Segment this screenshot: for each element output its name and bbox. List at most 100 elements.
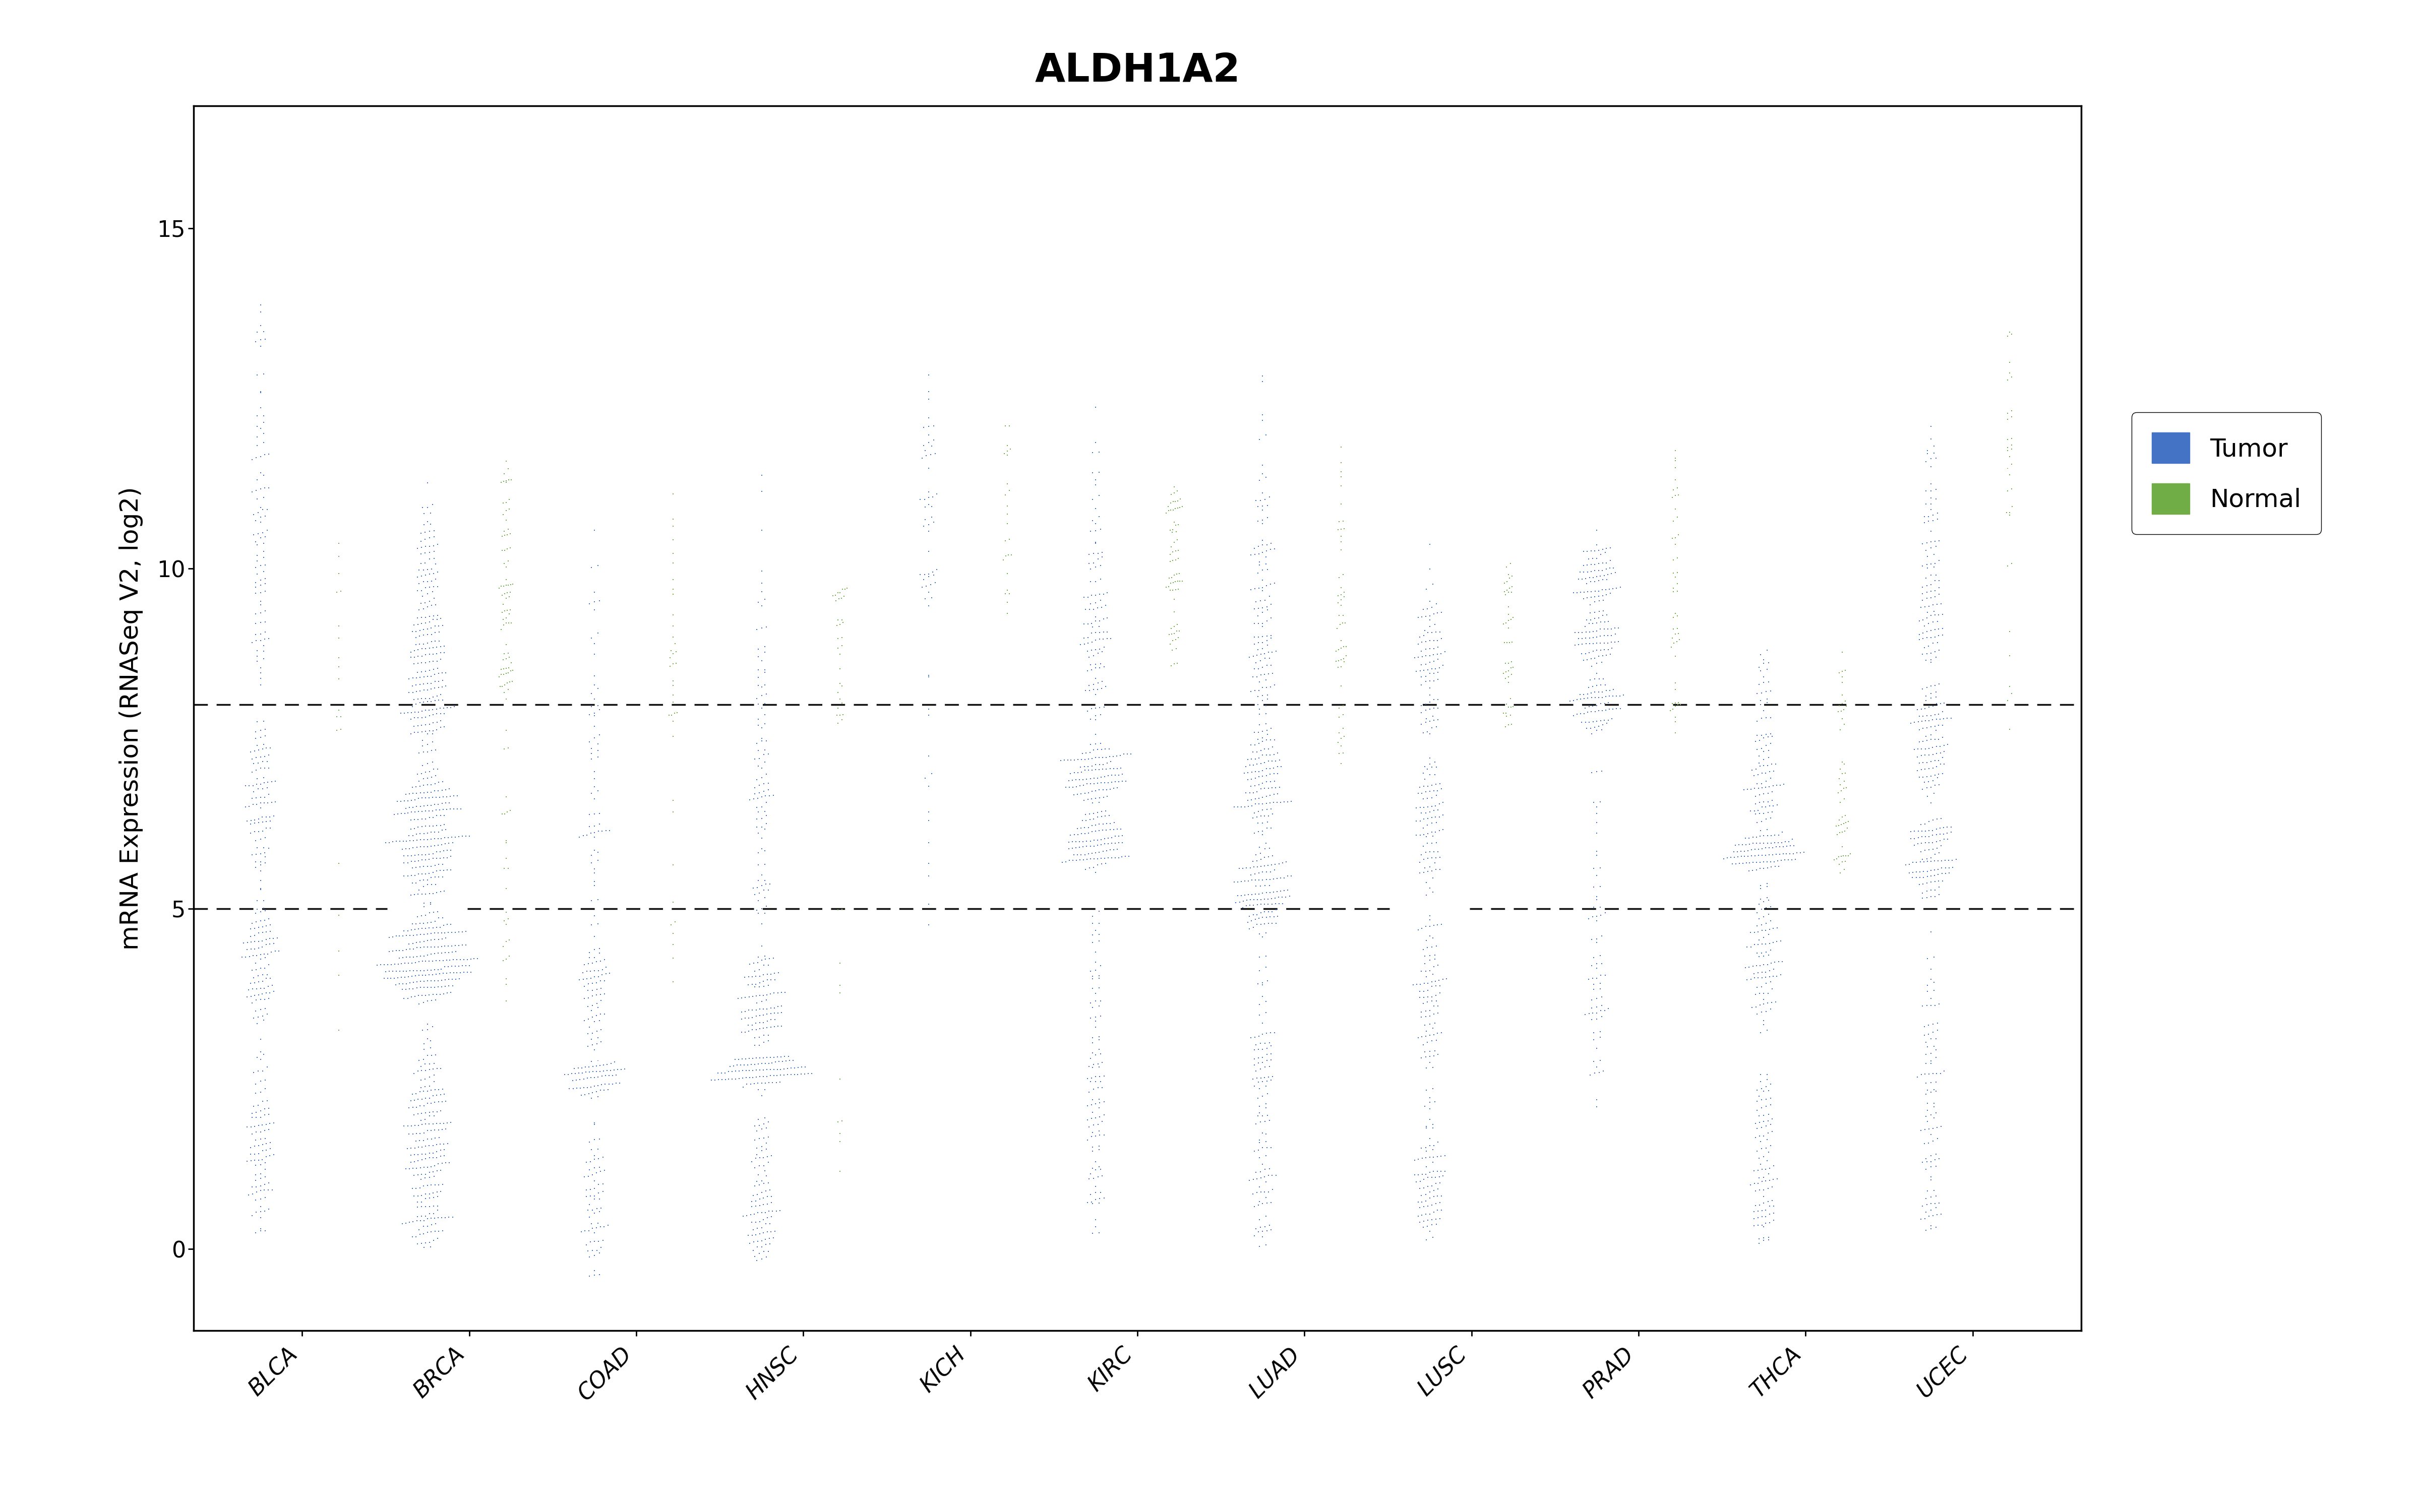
Point: [1907, 859, 1946, 883]
Point: [578, 841, 617, 865]
Point: [1825, 776, 1863, 800]
Point: [1249, 1104, 1287, 1128]
Point: [1723, 851, 1762, 875]
Point: [373, 966, 411, 990]
Point: [414, 1146, 453, 1170]
Point: [482, 674, 520, 699]
Point: [411, 519, 450, 543]
Point: [1246, 860, 1285, 885]
Point: [1907, 1098, 1946, 1122]
Point: [247, 724, 286, 748]
Point: [741, 1016, 779, 1040]
Point: [1423, 626, 1462, 650]
Point: [1563, 587, 1602, 611]
Point: [426, 1089, 465, 1113]
Point: [1769, 830, 1808, 854]
Point: [990, 582, 1028, 606]
Point: [230, 978, 269, 1002]
Point: [1077, 758, 1116, 782]
Point: [905, 487, 944, 511]
Point: [1077, 570, 1116, 594]
Point: [1750, 931, 1788, 956]
Point: [385, 959, 424, 983]
Point: [1241, 738, 1280, 762]
Point: [1077, 1069, 1116, 1093]
Point: [721, 1007, 760, 1031]
Point: [1595, 621, 1634, 646]
Point: [1917, 878, 1955, 903]
Point: [1077, 431, 1116, 455]
Point: [1045, 748, 1084, 773]
Point: [1246, 750, 1285, 774]
Point: [1902, 993, 1941, 1018]
Point: [1590, 683, 1629, 708]
Point: [237, 889, 276, 913]
Point: [319, 963, 358, 987]
Point: [414, 534, 453, 558]
Point: [244, 963, 283, 987]
Point: [581, 1187, 620, 1211]
Point: [1072, 653, 1111, 677]
Point: [419, 779, 457, 803]
Point: [1917, 741, 1955, 765]
Point: [736, 1018, 774, 1042]
Point: [486, 599, 525, 623]
Point: [247, 579, 286, 603]
Point: [581, 801, 620, 826]
Point: [240, 807, 278, 832]
Point: [576, 813, 615, 838]
Point: [1079, 620, 1118, 644]
Point: [421, 962, 460, 986]
Point: [1735, 844, 1774, 868]
Point: [653, 567, 692, 591]
Point: [571, 1244, 610, 1269]
Point: [1655, 691, 1694, 715]
Point: [1493, 655, 1532, 679]
Point: [1077, 841, 1116, 865]
Point: [1931, 820, 1970, 844]
Point: [232, 930, 271, 954]
Point: [1578, 1001, 1617, 1025]
Point: [1067, 1190, 1106, 1214]
Point: [733, 1046, 772, 1070]
Point: [569, 1007, 607, 1031]
Point: [247, 845, 286, 869]
Point: [1759, 835, 1798, 859]
Point: [419, 921, 457, 945]
Point: [1745, 1009, 1784, 1033]
Point: [1089, 736, 1128, 761]
Point: [1234, 537, 1273, 561]
Point: [1571, 641, 1609, 665]
Point: [1077, 1214, 1116, 1238]
Point: [903, 575, 941, 599]
Point: [738, 714, 777, 738]
Point: [576, 1037, 615, 1061]
Point: [1159, 538, 1198, 562]
Point: [741, 971, 779, 995]
Point: [733, 984, 772, 1009]
Point: [1084, 827, 1123, 851]
Point: [242, 987, 281, 1012]
Point: [1067, 835, 1106, 859]
Point: [571, 1184, 610, 1208]
Point: [247, 1157, 286, 1181]
Point: [1742, 1137, 1781, 1161]
Point: [1234, 801, 1273, 826]
Point: [1082, 771, 1120, 795]
Point: [402, 930, 440, 954]
Point: [1585, 588, 1624, 612]
Point: [1401, 700, 1440, 724]
Point: [1244, 810, 1283, 835]
Point: [1413, 794, 1452, 818]
Point: [1905, 812, 1943, 836]
Point: [1575, 558, 1614, 582]
Point: [755, 996, 794, 1021]
Point: [247, 1151, 286, 1175]
Point: [1590, 996, 1629, 1021]
Point: [1588, 708, 1626, 732]
Point: [1266, 878, 1304, 903]
Point: [1411, 1219, 1450, 1243]
Point: [1241, 892, 1280, 916]
Point: [1154, 570, 1193, 594]
Point: [566, 953, 605, 977]
